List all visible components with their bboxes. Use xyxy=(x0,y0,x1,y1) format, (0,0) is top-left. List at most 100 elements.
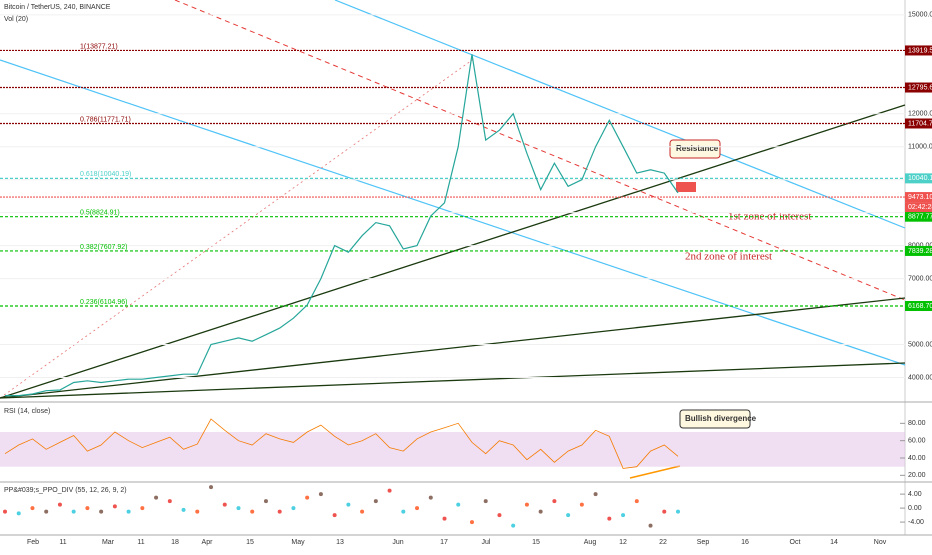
ppo-dot xyxy=(85,506,90,511)
ppo-dot xyxy=(607,516,612,521)
price-tag xyxy=(905,118,932,129)
ppo-dot xyxy=(662,509,667,514)
ppo-dot xyxy=(387,488,392,493)
x-tick-label: Feb xyxy=(27,539,39,546)
ppo-dot xyxy=(401,509,406,514)
y-tick-label: 11000.00 xyxy=(908,144,932,151)
ppo-dot xyxy=(428,495,433,500)
ppo-dot xyxy=(126,509,131,514)
ppo-tick-label: 0.00 xyxy=(908,505,922,512)
ppo-dot xyxy=(360,509,365,514)
ppo-dot xyxy=(552,499,557,504)
ppo-dot xyxy=(538,509,543,514)
x-tick-label: May xyxy=(291,539,305,546)
ppo-dot xyxy=(469,520,474,525)
ppo-dot xyxy=(346,502,351,507)
price-tag xyxy=(905,192,932,203)
rsi-tick-label: 20.00 xyxy=(908,472,926,479)
y-tick-label: 4000.00 xyxy=(908,374,932,381)
ppo-dot xyxy=(30,506,35,511)
ppo-dot xyxy=(483,499,488,504)
ppo-tick-label: -4.00 xyxy=(908,519,924,526)
x-tick-label: Aug xyxy=(584,539,597,546)
y-tick-label: 5000.00 xyxy=(908,341,932,348)
x-tick-label: 22 xyxy=(659,539,667,546)
ppo-dot xyxy=(676,509,680,514)
price-tag-label: 6168.70 xyxy=(908,303,932,310)
fib-label: 0.236(6104.96) xyxy=(80,299,127,306)
ppo-dot xyxy=(524,502,529,507)
x-tick-label: 18 xyxy=(171,539,179,546)
ppo-dot xyxy=(236,506,241,511)
rsi-band xyxy=(0,432,905,467)
ppo-dot xyxy=(181,507,186,512)
price-tag-label: 12795.63 xyxy=(908,84,932,91)
ppo-title: PP&#039;s_PPO_DIV (55, 12, 26, 9, 2) xyxy=(4,487,127,494)
x-tick-label: Jun xyxy=(392,539,403,546)
x-tick-label: 15 xyxy=(246,539,254,546)
annotation-box xyxy=(679,409,751,429)
ppo-dot xyxy=(318,492,323,497)
rsi-tick-label: 60.00 xyxy=(908,438,926,445)
ppo-dot xyxy=(566,513,571,518)
fib-label: 0.5(8824.91) xyxy=(80,210,120,217)
ppo-dot xyxy=(621,513,626,518)
ppo-dot xyxy=(648,523,653,528)
x-tick-label: 16 xyxy=(741,539,749,546)
x-tick-label: Apr xyxy=(202,539,214,546)
rsi-tick-label: 80.00 xyxy=(908,420,926,427)
x-tick-label: Nov xyxy=(874,539,887,546)
x-tick-label: 13 xyxy=(336,539,344,546)
countdown: 02:42:28 xyxy=(908,204,932,211)
y-tick-label: 7000.00 xyxy=(908,275,932,282)
price-tag-label: 10040.19 xyxy=(908,175,932,182)
x-tick-label: Jul xyxy=(482,539,491,546)
ppo-dot xyxy=(373,499,378,504)
x-tick-label: Oct xyxy=(790,539,801,546)
countdown-tag xyxy=(905,202,932,213)
ppo-dot xyxy=(456,502,461,507)
price-tag-label: 9473.10 xyxy=(908,194,932,201)
ppo-dot xyxy=(112,504,117,509)
annotation: Resistance xyxy=(676,144,719,153)
x-tick-label: 15 xyxy=(532,539,540,546)
ppo-dot xyxy=(250,509,255,514)
ppo-dot xyxy=(222,502,227,507)
ppo-dot xyxy=(511,523,516,528)
y-tick-label: 12000.00 xyxy=(908,111,932,118)
annotation: 1st zone of interest xyxy=(728,211,811,223)
ppo-dot xyxy=(140,506,145,511)
price-tag xyxy=(905,82,932,93)
dotted-line xyxy=(0,57,476,399)
ppo-dot xyxy=(579,502,584,507)
price-tag xyxy=(905,211,932,222)
price-line xyxy=(5,54,679,397)
x-tick-label: 14 xyxy=(830,539,838,546)
ppo-dot xyxy=(57,502,62,507)
resistance-zone xyxy=(676,182,696,192)
annotation: 2nd zone of interest xyxy=(685,251,772,263)
price-tag xyxy=(905,301,932,312)
x-tick-label: 17 xyxy=(440,539,448,546)
ppo-dot xyxy=(263,499,268,504)
y-tick-label: 15000.00 xyxy=(908,12,932,19)
x-tick-label: 12 xyxy=(619,539,627,546)
ppo-dot xyxy=(167,499,172,504)
price-tag-label: 7839.28 xyxy=(908,248,932,255)
ppo-dot xyxy=(16,511,21,516)
ppo-dot xyxy=(71,509,76,514)
ppo-dot xyxy=(305,495,310,500)
price-tag-label: 13919.56 xyxy=(908,47,932,54)
ppo-dot xyxy=(291,506,296,511)
price-tag-label: 8877.77 xyxy=(908,214,932,221)
price-tag xyxy=(905,245,932,256)
ppo-tick-label: 4.00 xyxy=(908,491,922,498)
subtitle: Vol (20) xyxy=(4,16,28,23)
ppo-dot xyxy=(195,509,200,514)
ppo-dot xyxy=(209,485,214,490)
divergence-line xyxy=(629,465,681,479)
fib-label: 1(13877.21) xyxy=(80,43,118,50)
x-tick-label: 11 xyxy=(137,539,144,546)
